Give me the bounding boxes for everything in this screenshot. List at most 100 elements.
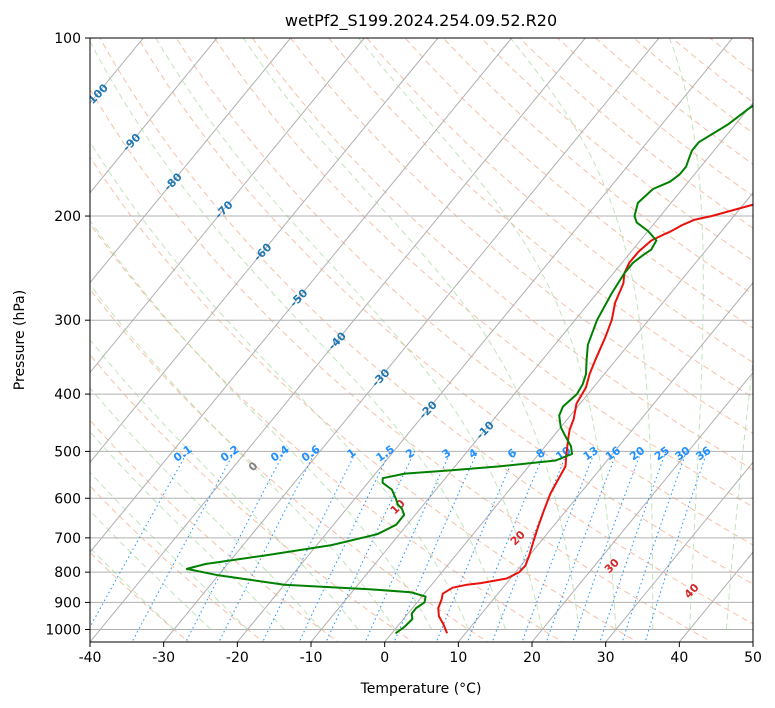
isotherm-line <box>90 38 439 464</box>
dry-adiabat-label: -70 <box>212 198 235 221</box>
dry-adiabat-label: -90 <box>120 131 143 154</box>
dry-adiabat-label: -100 <box>82 81 111 110</box>
dry-adiabat-line <box>90 485 265 642</box>
y-tick-label: 100 <box>54 31 81 47</box>
isotherm-line <box>752 641 753 642</box>
x-tick-label: 10 <box>449 650 467 666</box>
isotherm-line <box>0 38 70 642</box>
x-tick-label: -20 <box>226 650 249 666</box>
mixing-ratio-label: 2 <box>403 446 417 461</box>
x-tick-label: 50 <box>744 650 762 666</box>
y-tick-label: 800 <box>54 565 81 581</box>
moist-adiabat-line <box>90 471 248 630</box>
isotherm-line <box>678 551 753 642</box>
y-tick-label: 700 <box>54 531 81 547</box>
moist-adiabat-label: 40 <box>682 581 702 601</box>
mixing-ratio-line <box>364 451 452 642</box>
plot-frame <box>89 37 754 643</box>
mixing-ratio-label: 6 <box>505 446 519 461</box>
isotherm-line <box>163 38 660 642</box>
mixing-ratio-line <box>325 451 416 642</box>
dry-adiabat-line <box>137 38 753 585</box>
dry-adiabat-label: -30 <box>369 366 392 389</box>
mixing-ratio-line <box>545 451 618 642</box>
dry-adiabat-line <box>90 88 713 642</box>
mixing-ratio-label: 30 <box>673 444 693 464</box>
moist-adiabat-line <box>90 219 433 630</box>
dry-adiabat-line <box>366 38 753 363</box>
mixing-ratio-label: 16 <box>603 444 623 464</box>
mixing-ratio-line <box>644 451 708 642</box>
dry-adiabat-line <box>442 38 753 295</box>
axis-ticks: -40 -30 -20 -10 0 10 20 30 40 5010009008007006005… <box>45 31 762 666</box>
dry-adiabat-label: -10 <box>474 418 497 441</box>
dry-adiabat-label: -60 <box>251 240 274 263</box>
x-tick-label: -40 <box>79 650 102 666</box>
moist-adiabat-line <box>90 510 212 630</box>
dry-adiabat-label: -20 <box>417 398 440 421</box>
y-tick-label: 300 <box>54 313 81 329</box>
y-tick-label: 600 <box>54 491 81 507</box>
mixing-ratio-line <box>572 451 642 642</box>
isotherm-line <box>236 38 733 642</box>
dewpoint-line <box>185 104 753 635</box>
dry-adiabat-line <box>404 38 753 329</box>
mixing-ratio-label: 20 <box>627 444 647 464</box>
isotherm-line <box>90 38 365 374</box>
background-lines <box>0 38 753 642</box>
dry-adiabat-line <box>480 38 753 262</box>
moist-adiabat-label: 20 <box>508 528 528 548</box>
moist-adiabat-line <box>90 431 285 630</box>
moist-adiabat-line <box>90 284 396 630</box>
isotherm-line <box>457 281 753 642</box>
mixing-ratio-line <box>185 451 286 642</box>
mixing-ratio-label: 0.6 <box>299 443 323 465</box>
isotherm-line <box>310 102 753 642</box>
chart-title: wetPf2_S199.2024.254.09.52.R20 <box>285 11 557 31</box>
mixing-ratio-line <box>218 451 316 642</box>
dry-adiabat-line <box>328 38 753 399</box>
mixing-ratio-line <box>466 451 546 642</box>
mixing-ratio-label: 36 <box>693 444 713 464</box>
mixing-ratio-line <box>90 451 189 629</box>
moist-adiabat-label: 0 <box>246 459 261 474</box>
mixing-ratio-line <box>491 451 568 642</box>
dry-adiabat-line <box>175 38 753 546</box>
y-axis-label: Pressure (hPa) <box>12 290 28 390</box>
moist-adiabat-line <box>242 38 580 630</box>
moist-adiabat-line <box>90 546 175 630</box>
dry-adiabat-line <box>90 354 414 642</box>
dry-adiabat-line <box>90 419 340 642</box>
moist-adiabat-line <box>357 38 617 630</box>
dry-adiabat-label: -40 <box>326 329 349 352</box>
moist-adiabat-line <box>725 356 753 630</box>
mixing-ratio-label: 3 <box>440 446 454 461</box>
isotherm-line <box>90 38 218 194</box>
dry-adiabat-line <box>90 222 564 642</box>
y-tick-label: 200 <box>54 209 81 225</box>
y-tick-label: 1000 <box>45 622 81 638</box>
dry-adiabat-label: -50 <box>287 286 310 309</box>
x-axis-label: Temperature (°C) <box>360 681 482 697</box>
moist-adiabat-line <box>509 38 654 630</box>
mixing-ratio-label: 0.4 <box>268 443 292 465</box>
mixing-ratio-label: 1.5 <box>374 443 397 465</box>
profile-series <box>185 104 753 635</box>
isotherm-line <box>90 38 291 284</box>
dry-adiabat-line <box>99 38 753 625</box>
dry-adiabat-line <box>90 288 489 642</box>
x-tick-label: 20 <box>523 650 541 666</box>
moist-adiabat-label: 30 <box>602 556 622 576</box>
mixing-ratio-line <box>393 451 478 642</box>
moist-adiabat-line <box>90 141 470 630</box>
isotherm-line <box>90 38 512 553</box>
mixing-ratio-label: 1 <box>345 446 359 461</box>
isotherm-line <box>384 192 753 642</box>
moist-adiabat-line <box>90 40 506 630</box>
isotherm-line <box>90 38 586 642</box>
x-tick-label: 30 <box>597 650 615 666</box>
x-tick-label: 40 <box>670 650 688 666</box>
y-tick-label: 500 <box>54 444 81 460</box>
mixing-ratio-line <box>621 451 687 642</box>
